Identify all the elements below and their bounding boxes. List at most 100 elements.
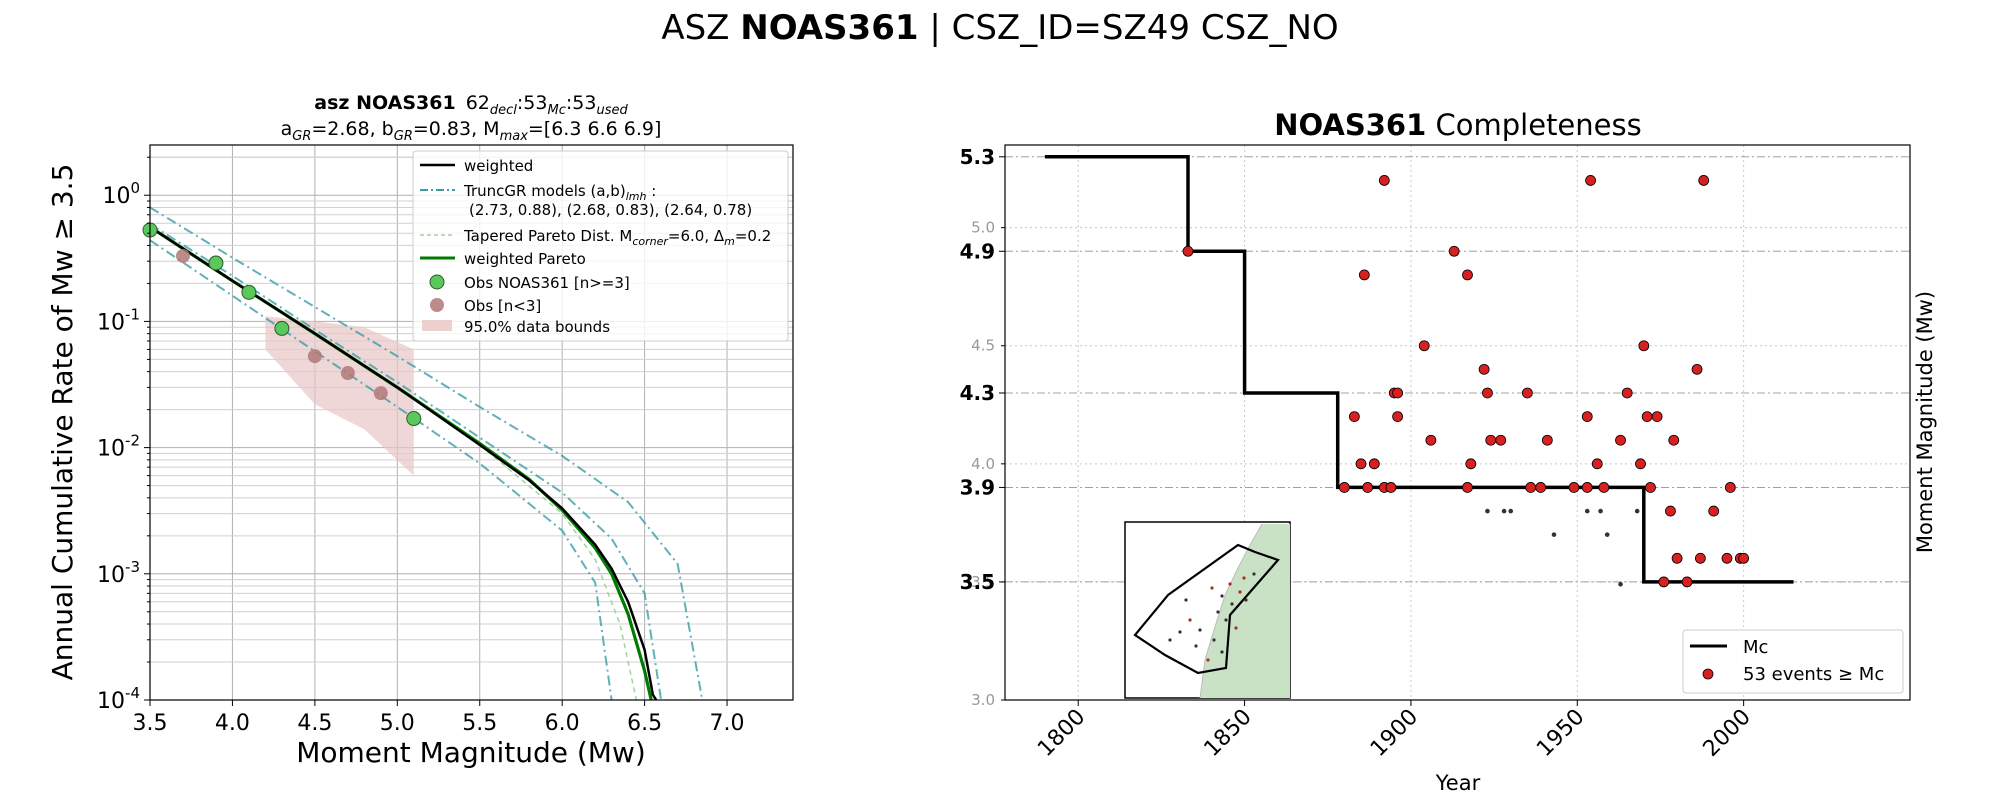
inset-event-dot [1220,594,1224,598]
event-point [1355,458,1367,470]
right-x-tick-label: 1850 [1200,705,1257,762]
legend-label-tapered: Tapered Pareto Dist. Mcorner=6.0, Δm=0.2 [463,227,771,248]
obs-small-point [307,349,322,364]
mc-step-line [1044,155,1794,584]
event-below-mc-point [1618,581,1623,587]
right-points-layer [1182,175,1750,588]
right-plot-frame [1004,144,1911,701]
event-point [1392,411,1404,422]
event-below-mc-point [1485,508,1490,514]
event-point [1358,269,1370,281]
right-y-minor-label: 3.5 [971,573,995,591]
legend-label-weighted: weighted [464,157,533,175]
event-point [1641,411,1653,422]
right-lines-layer [1044,155,1794,584]
left-title-a-sub: GR [292,129,311,144]
legend-truncgr-text: TruncGR models (a,b) [463,182,626,200]
legend-label-obs: Obs NOAS361 [n>=3] [464,274,630,292]
event-point [1738,552,1750,564]
left-x-tick-label: 7.0 [710,711,745,736]
event-point [1362,482,1374,493]
left-chart: asz NOAS361 62decl:53Mc:53used aGR=2.68, … [46,92,794,769]
event-below-mc-point [1551,532,1557,537]
event-point [1182,245,1194,257]
left-title-sub-used: used [596,103,628,118]
event-point [1521,387,1533,399]
event-point [1392,387,1404,399]
inset-event-dot [1228,582,1232,586]
left-title-nmc: 53 [523,92,547,114]
left-y-tick-label: 10-3 [97,558,140,588]
inset-event-dot [1194,644,1198,648]
figure-title-prefix: ASZ [661,8,741,48]
event-point [1462,269,1473,281]
left-title-b-val: =0.83, M [413,118,500,140]
inset-event-dot [1178,630,1182,634]
legend-swatch-events [1702,668,1714,680]
obs-point [241,284,257,300]
event-below-mc-point [1584,508,1590,514]
event-point [1591,458,1603,470]
event-point [1615,434,1626,446]
right-x-tick-label: 2000 [1699,705,1756,762]
weighted-line [150,225,658,700]
right-title-rest: Completeness [1426,108,1641,142]
event-point [1621,387,1633,399]
event-point [1448,245,1460,257]
left-legend: weighted TruncGR models (a,b)lmh : (2.73… [412,150,789,342]
right-y-mc-label: 4.9 [960,239,995,263]
left-y-axis-label: Annual Cumulative Rate of Mw ≥ 3.5 [46,164,79,681]
right-x-axis-label: Year [1435,771,1481,795]
obs-small-point [340,366,355,381]
inset-event-dot [1210,586,1214,590]
truncgr-line [150,223,663,700]
left-title-nused: 53 [572,92,596,114]
right-y-mc-label: 4.3 [960,381,995,405]
right-x-tick-label: 1950 [1532,705,1589,762]
inset-event-dot [1224,618,1228,622]
left-title-sub-decl: decl [490,103,517,118]
event-point [1338,482,1350,493]
event-point [1598,482,1610,493]
left-x-tick-label: 6.5 [627,711,662,736]
truncgr-line [150,239,613,700]
left-x-tick-label: 4.0 [215,711,250,736]
event-point [1385,482,1397,493]
inset-event-dot [1230,602,1234,606]
right-legend-box [1682,629,1904,694]
right-y-minor-label: 4.0 [971,455,995,473]
inset-event-dot [1206,658,1210,662]
obs-point [406,411,422,427]
left-bounds-layer [265,316,414,476]
inset-map-events [1168,572,1256,662]
event-point [1681,576,1693,588]
inset-map-coastline [1199,523,1263,699]
legend-tapered-mid: =6.0, Δ [668,227,725,245]
right-y-minor-label: 5.0 [971,219,995,237]
left-title-line1: asz NOAS361 62decl:53Mc:53used [314,92,628,118]
inset-event-dot [1168,638,1172,642]
left-title-a-val: =2.68, b [311,118,393,140]
event-point [1485,434,1497,446]
right-x-tick-label: 1800 [1033,705,1090,762]
event-point [1478,363,1490,375]
legend-truncgr-colon: : [646,182,656,200]
legend-tapered-post: =0.2 [735,227,771,245]
event-point [1671,552,1683,564]
event-below-mc-point [1598,508,1603,514]
truncgr-line [150,206,704,700]
bounds-area [265,316,414,476]
event-point [1418,340,1430,352]
right-y-mc-label: 3.9 [960,475,995,499]
event-point [1724,482,1736,493]
inset-map-land [1200,524,1290,698]
event-point [1541,434,1553,446]
inset-event-dot [1242,576,1246,580]
left-legend-box [412,150,789,342]
left-title-m-sub: max [500,129,529,144]
obs-small-point [175,248,190,263]
legend-swatch-obs [429,274,445,290]
event-point [1425,434,1437,446]
figure-title: ASZ NOAS361 | CSZ_ID=SZ49 CSZ_NO [0,8,2000,48]
